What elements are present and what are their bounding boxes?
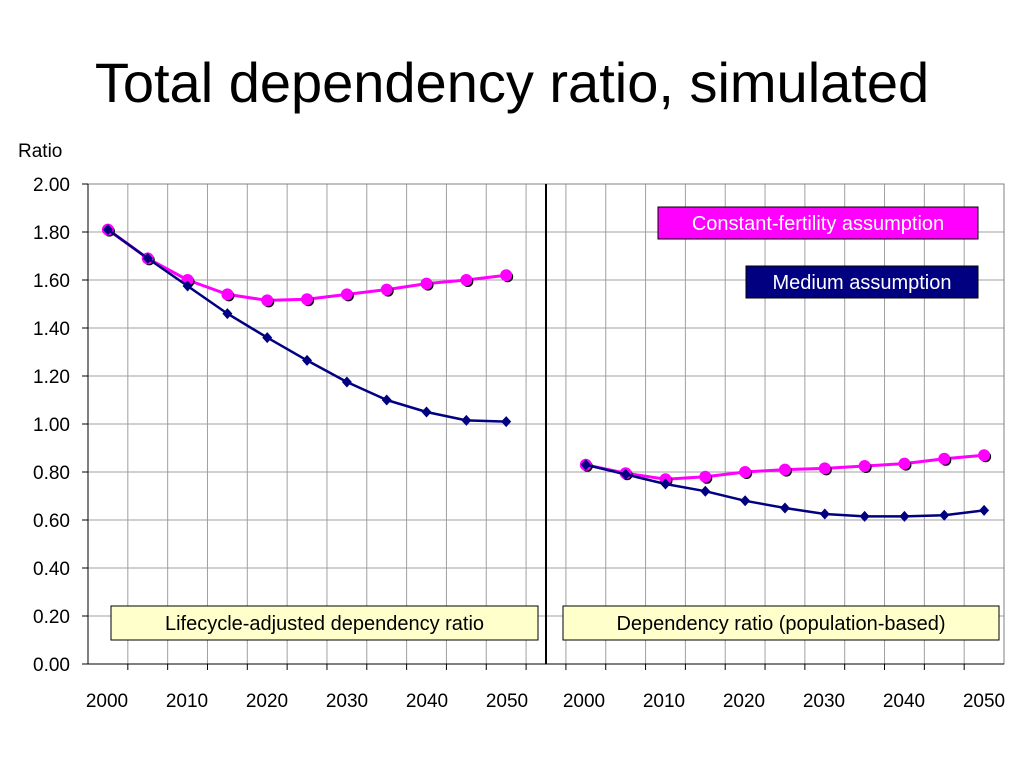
constant-point: [341, 289, 352, 300]
constant-point: [461, 275, 472, 286]
constant-point: [262, 295, 273, 306]
x-tick-label: 2010: [643, 691, 685, 712]
constant-point: [740, 467, 751, 478]
legend-constant-text: Constant-fertility assumption: [692, 213, 944, 235]
constant-point: [939, 453, 950, 464]
y-tick-label: 0.60: [33, 511, 70, 532]
medium-point: [262, 332, 272, 343]
y-tick-label: 1.00: [33, 415, 70, 436]
medium-point: [382, 395, 392, 406]
y-axis-label: Ratio: [18, 141, 62, 162]
medium-point: [342, 377, 352, 388]
medium-point: [302, 355, 312, 366]
constant-point: [859, 461, 870, 472]
medium-point: [820, 509, 830, 520]
constant-point: [819, 463, 830, 474]
medium-point: [740, 495, 750, 506]
y-tick-label: 1.20: [33, 367, 70, 388]
y-tick-label: 1.80: [33, 223, 70, 244]
medium-point: [501, 416, 511, 427]
y-tick-label: 1.40: [33, 319, 70, 340]
constant-point: [899, 458, 910, 469]
constant-point: [421, 278, 432, 289]
medium-point: [979, 505, 989, 516]
y-tick-label: 0.00: [33, 655, 70, 676]
medium-point: [422, 407, 432, 418]
x-tick-label: 2030: [326, 691, 368, 712]
constant-point: [302, 294, 313, 305]
x-tick-label: 2040: [883, 691, 925, 712]
constant-point: [979, 450, 990, 461]
y-tick-label: 0.40: [33, 559, 70, 580]
panel-label-lifecycle-text: Lifecycle-adjusted dependency ratio: [165, 613, 484, 635]
panel-label-population-text: Dependency ratio (population-based): [616, 613, 945, 635]
y-tick-label: 0.20: [33, 607, 70, 628]
medium-point: [700, 486, 710, 497]
dependency-ratio-chart: Ratio 0.00 0.20 0.40 0.60 0.80 1.00 1.20 1.40 1.…: [0, 0, 1024, 768]
medium-point: [780, 503, 790, 514]
x-tick-label: 2020: [723, 691, 765, 712]
y-tick-label: 2.00: [33, 175, 70, 196]
constant-point: [501, 270, 512, 281]
y-tick-label: 0.80: [33, 463, 70, 484]
x-tick-label: 2050: [486, 691, 528, 712]
x-tick-label: 2010: [166, 691, 208, 712]
legend-medium-text: Medium assumption: [773, 272, 952, 294]
constant-point: [381, 284, 392, 295]
x-tick-label: 2020: [246, 691, 288, 712]
constant-point: [700, 471, 711, 482]
constant-point: [779, 464, 790, 475]
medium-point: [939, 510, 949, 521]
y-tick-label: 1.60: [33, 271, 70, 292]
x-tick-label: 2030: [803, 691, 845, 712]
constant-point: [222, 289, 233, 300]
x-tick-label: 2000: [86, 691, 128, 712]
x-tick-label: 2040: [406, 691, 448, 712]
x-tick-label: 2000: [563, 691, 605, 712]
x-tick-label: 2050: [963, 691, 1005, 712]
